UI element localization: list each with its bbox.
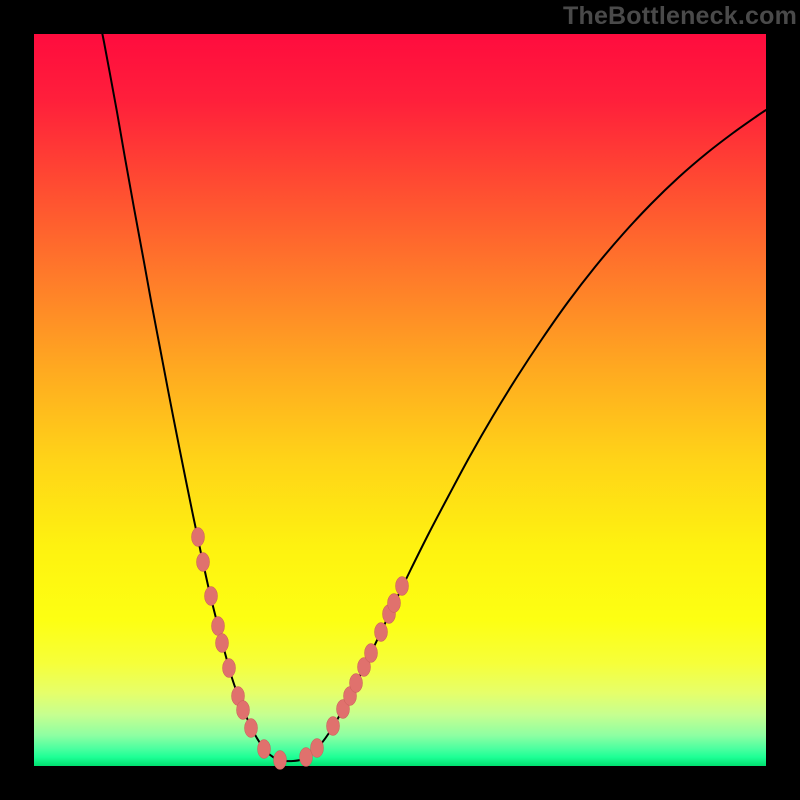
data-marker <box>192 528 205 547</box>
data-marker <box>396 577 409 596</box>
data-marker <box>205 587 218 606</box>
data-marker <box>274 751 287 770</box>
data-marker <box>375 623 388 642</box>
data-marker <box>223 659 236 678</box>
watermark-text: TheBottleneck.com <box>563 2 797 31</box>
data-marker <box>311 739 324 758</box>
data-marker <box>237 701 250 720</box>
data-marker <box>212 617 225 636</box>
data-marker <box>350 674 363 693</box>
bottleneck-curve <box>96 3 766 761</box>
data-marker <box>388 594 401 613</box>
data-marker <box>197 553 210 572</box>
data-marker <box>258 740 271 759</box>
chart-frame: TheBottleneck.com <box>0 0 800 800</box>
data-marker <box>245 719 258 738</box>
chart-overlay <box>0 0 800 800</box>
data-marker <box>216 634 229 653</box>
data-marker <box>365 644 378 663</box>
data-marker <box>327 717 340 736</box>
